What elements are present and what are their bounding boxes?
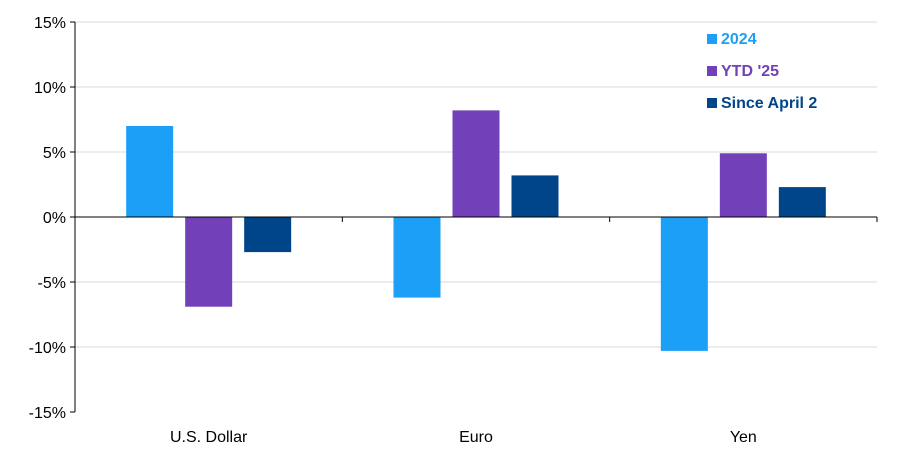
legend-label: Since April 2 [721, 95, 817, 112]
bars [126, 110, 826, 351]
bar [452, 110, 500, 217]
y-tick-label: 15% [34, 15, 66, 32]
bar [126, 126, 174, 217]
axes [74, 22, 878, 412]
bar [778, 187, 826, 217]
legend-swatch [707, 34, 717, 44]
bar [660, 217, 708, 351]
legend-swatch [707, 66, 717, 76]
category-labels: U.S. Dollar Euro Yen [170, 429, 757, 446]
y-tick-label: -5% [38, 275, 66, 292]
bar [511, 175, 559, 217]
category-label: Yen [730, 429, 757, 446]
y-tick-label: 10% [34, 80, 66, 97]
legend-swatch [707, 98, 717, 108]
legend-label: YTD '25 [721, 63, 779, 80]
category-label: U.S. Dollar [170, 429, 248, 446]
bar [185, 217, 233, 307]
bar [244, 217, 292, 253]
legend-label: 2024 [721, 31, 757, 48]
y-tick-label: -15% [29, 405, 66, 422]
y-tick-label: -10% [29, 340, 66, 357]
y-axis-ticks: 15% 10% 5% 0% -5% -10% -15% [29, 15, 75, 422]
legend: 2024 YTD '25 Since April 2 [707, 31, 817, 112]
y-tick-label: 5% [43, 145, 66, 162]
bar [719, 153, 767, 217]
category-label: Euro [459, 429, 493, 446]
bar [393, 217, 441, 298]
y-tick-label: 0% [43, 210, 66, 227]
